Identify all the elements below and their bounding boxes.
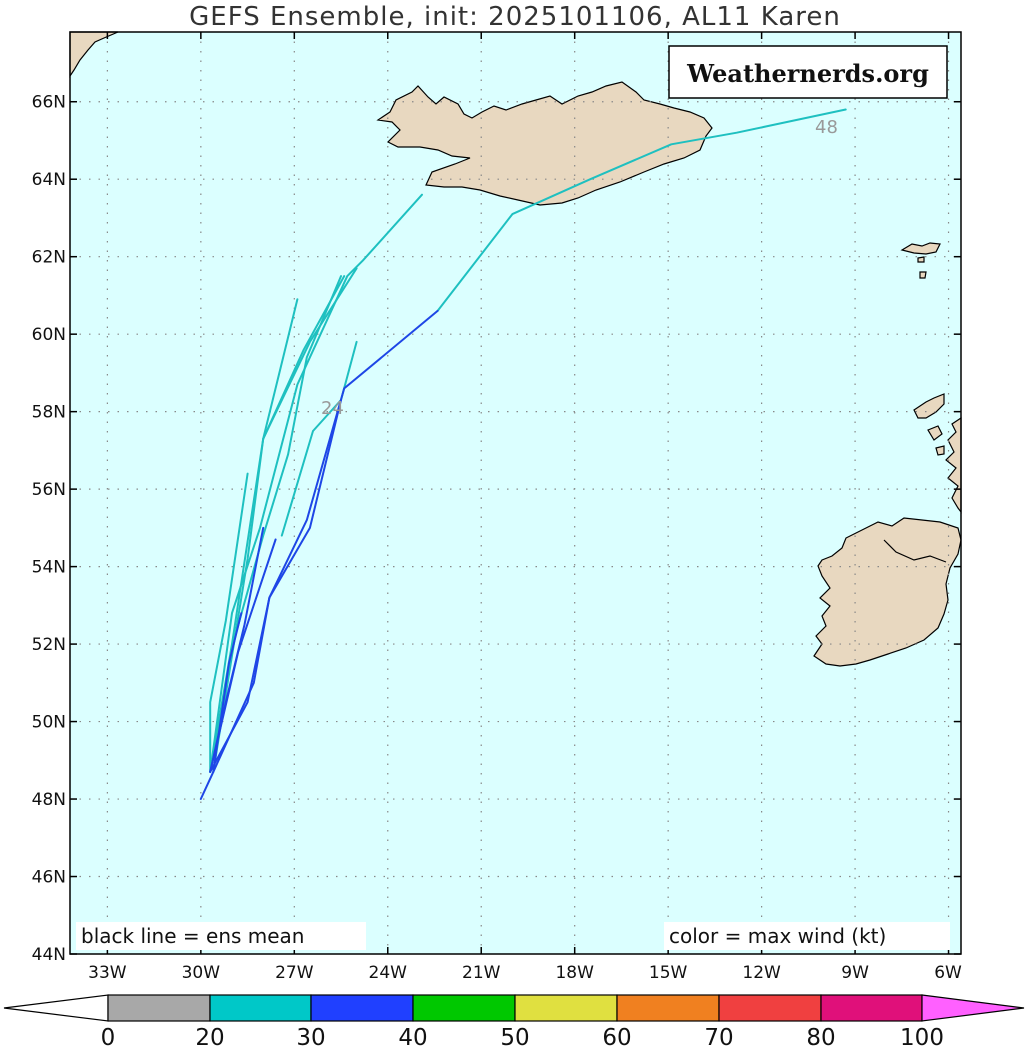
lon-label-6W: 6W xyxy=(934,963,962,983)
colorbar-tick-20: 20 xyxy=(195,1025,224,1051)
colorbar-tick-30: 30 xyxy=(296,1025,325,1051)
map-title: GEFS Ensemble, init: 2025101106, AL11 Ka… xyxy=(189,2,841,32)
track-4 xyxy=(262,267,358,440)
faroe-islet xyxy=(917,256,925,263)
lat-label-44N: 44N xyxy=(32,945,66,965)
colorbar-bin-8 xyxy=(820,994,923,1022)
iceland-land xyxy=(376,81,713,206)
map-frame xyxy=(69,31,962,955)
colorbar-tick-100: 100 xyxy=(900,1025,944,1051)
colorbar-tick-0: 0 xyxy=(101,1025,116,1051)
greenland-land xyxy=(69,31,119,78)
lon-label-24W: 24W xyxy=(369,963,408,983)
legend-left-box xyxy=(76,922,366,950)
colorbar-bin-2 xyxy=(209,994,312,1022)
lon-label-33W: 33W xyxy=(88,963,127,983)
colorbar-bin-1 xyxy=(107,994,211,1022)
graticule xyxy=(70,32,961,954)
colorbar-bin-5 xyxy=(514,994,618,1022)
legend-ens-mean: black line = ens mean xyxy=(81,924,305,948)
map-axes: 66N 64N 62N 60N 58N 56N 54N 52N 50N 48N 46N 44N 33W 3… xyxy=(32,32,962,983)
hebrides-island-3 xyxy=(935,445,945,456)
lat-label-48N: 48N xyxy=(32,790,66,810)
track-2 xyxy=(212,298,299,773)
legend-right-box xyxy=(664,922,950,950)
lat-label-66N: 66N xyxy=(32,93,66,113)
colorbar-under-arrow xyxy=(3,994,109,1022)
colorbar-tick-40: 40 xyxy=(398,1025,427,1051)
lon-label-27W: 27W xyxy=(275,963,314,983)
ensemble-tracks xyxy=(199,108,847,800)
track-5 xyxy=(209,193,423,773)
ireland-land xyxy=(813,517,962,667)
lat-label-64N: 64N xyxy=(32,170,66,190)
colorbar-tick-50: 50 xyxy=(500,1025,529,1051)
lat-label-46N: 46N xyxy=(32,868,66,888)
lon-label-21W: 21W xyxy=(462,963,501,983)
lat-label-58N: 58N xyxy=(32,403,66,423)
lat-label-52N: 52N xyxy=(32,635,66,655)
hour-label-48: 48 xyxy=(815,117,838,138)
lon-label-30W: 30W xyxy=(182,963,221,983)
lat-label-56N: 56N xyxy=(32,480,66,500)
watermark-box xyxy=(668,45,948,99)
faroe-islet-2 xyxy=(919,271,927,279)
track-8 xyxy=(436,108,847,312)
colorbar-bin-7 xyxy=(718,994,822,1022)
lon-label-18W: 18W xyxy=(555,963,594,983)
lon-label-9W: 9W xyxy=(841,963,869,983)
track-10 xyxy=(209,399,342,773)
colorbar-bin-6 xyxy=(616,994,720,1022)
hebrides-island-2 xyxy=(927,425,943,441)
land-masses xyxy=(69,31,962,667)
hebrides-island xyxy=(913,393,945,419)
lat-label-50N: 50N xyxy=(32,713,66,733)
lon-label-15W: 15W xyxy=(649,963,688,983)
colorbar-bin-4 xyxy=(412,994,516,1022)
legend-max-wind: color = max wind (kt) xyxy=(669,924,886,948)
colorbar-over-arrow xyxy=(921,994,1025,1022)
lon-label-12W: 12W xyxy=(742,963,781,983)
lat-label-62N: 62N xyxy=(32,248,66,268)
colorbar-tick-80: 80 xyxy=(806,1025,835,1051)
colorbar-tick-70: 70 xyxy=(704,1025,733,1051)
colorbar-bin-3 xyxy=(310,994,414,1022)
colorbar-tick-60: 60 xyxy=(602,1025,631,1051)
lat-label-54N: 54N xyxy=(32,558,66,578)
colorbar: 0 20 30 40 50 60 70 80 100 xyxy=(3,994,1025,1051)
track-13 xyxy=(212,612,243,773)
track-1 xyxy=(209,472,249,773)
lat-label-60N: 60N xyxy=(32,325,66,345)
track-7 xyxy=(280,340,358,537)
hour-label-24: 24 xyxy=(321,398,344,419)
faroe-islands xyxy=(900,242,941,255)
northern-ireland-border xyxy=(883,539,947,563)
watermark-text: Weathernerds.org xyxy=(686,59,929,88)
